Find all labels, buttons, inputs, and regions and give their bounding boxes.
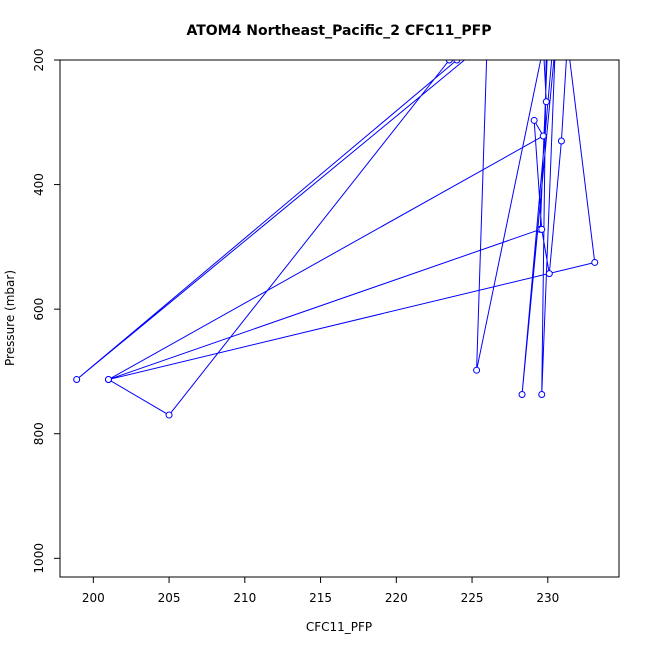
data-point (165, 411, 173, 419)
x-tick-label: 210 (233, 591, 256, 605)
y-tick-label: 800 (32, 422, 46, 445)
data-point (73, 376, 81, 384)
x-tick-label: 200 (82, 591, 105, 605)
y-tick-label: 600 (32, 298, 46, 321)
data-point (445, 60, 453, 64)
data-point (104, 376, 112, 384)
series-layer (73, 60, 599, 419)
y-axis-label: Pressure (mbar) (3, 270, 17, 366)
data-point (545, 270, 553, 278)
x-tick-label: 225 (461, 591, 484, 605)
data-point (538, 225, 546, 233)
x-tick-label: 215 (309, 591, 332, 605)
data-point (473, 366, 481, 374)
x-tick-label: 230 (536, 591, 559, 605)
x-tick-label: 205 (158, 591, 181, 605)
data-point (539, 132, 547, 140)
data-point (542, 98, 550, 106)
chart-title: ATOM4 Northeast_Pacific_2 CFC11_PFP (186, 23, 491, 39)
plot-frame (59, 59, 620, 578)
data-point (453, 60, 461, 64)
y-axis: 200 400 600 800 1000 (32, 49, 60, 574)
data-point (557, 137, 565, 145)
y-tick-label: 400 (32, 173, 46, 196)
x-tick-label: 220 (385, 591, 408, 605)
y-tick-label: 200 (32, 49, 46, 72)
x-axis-label: CFC11_PFP (306, 620, 372, 634)
data-point (591, 258, 599, 266)
data-point (538, 390, 546, 398)
y-tick-label: 1000 (32, 543, 46, 574)
data-point (518, 390, 526, 398)
series-line (76, 60, 596, 416)
x-axis: 200 205 210 215 220 225 230 (82, 577, 559, 605)
data-point (530, 116, 538, 124)
